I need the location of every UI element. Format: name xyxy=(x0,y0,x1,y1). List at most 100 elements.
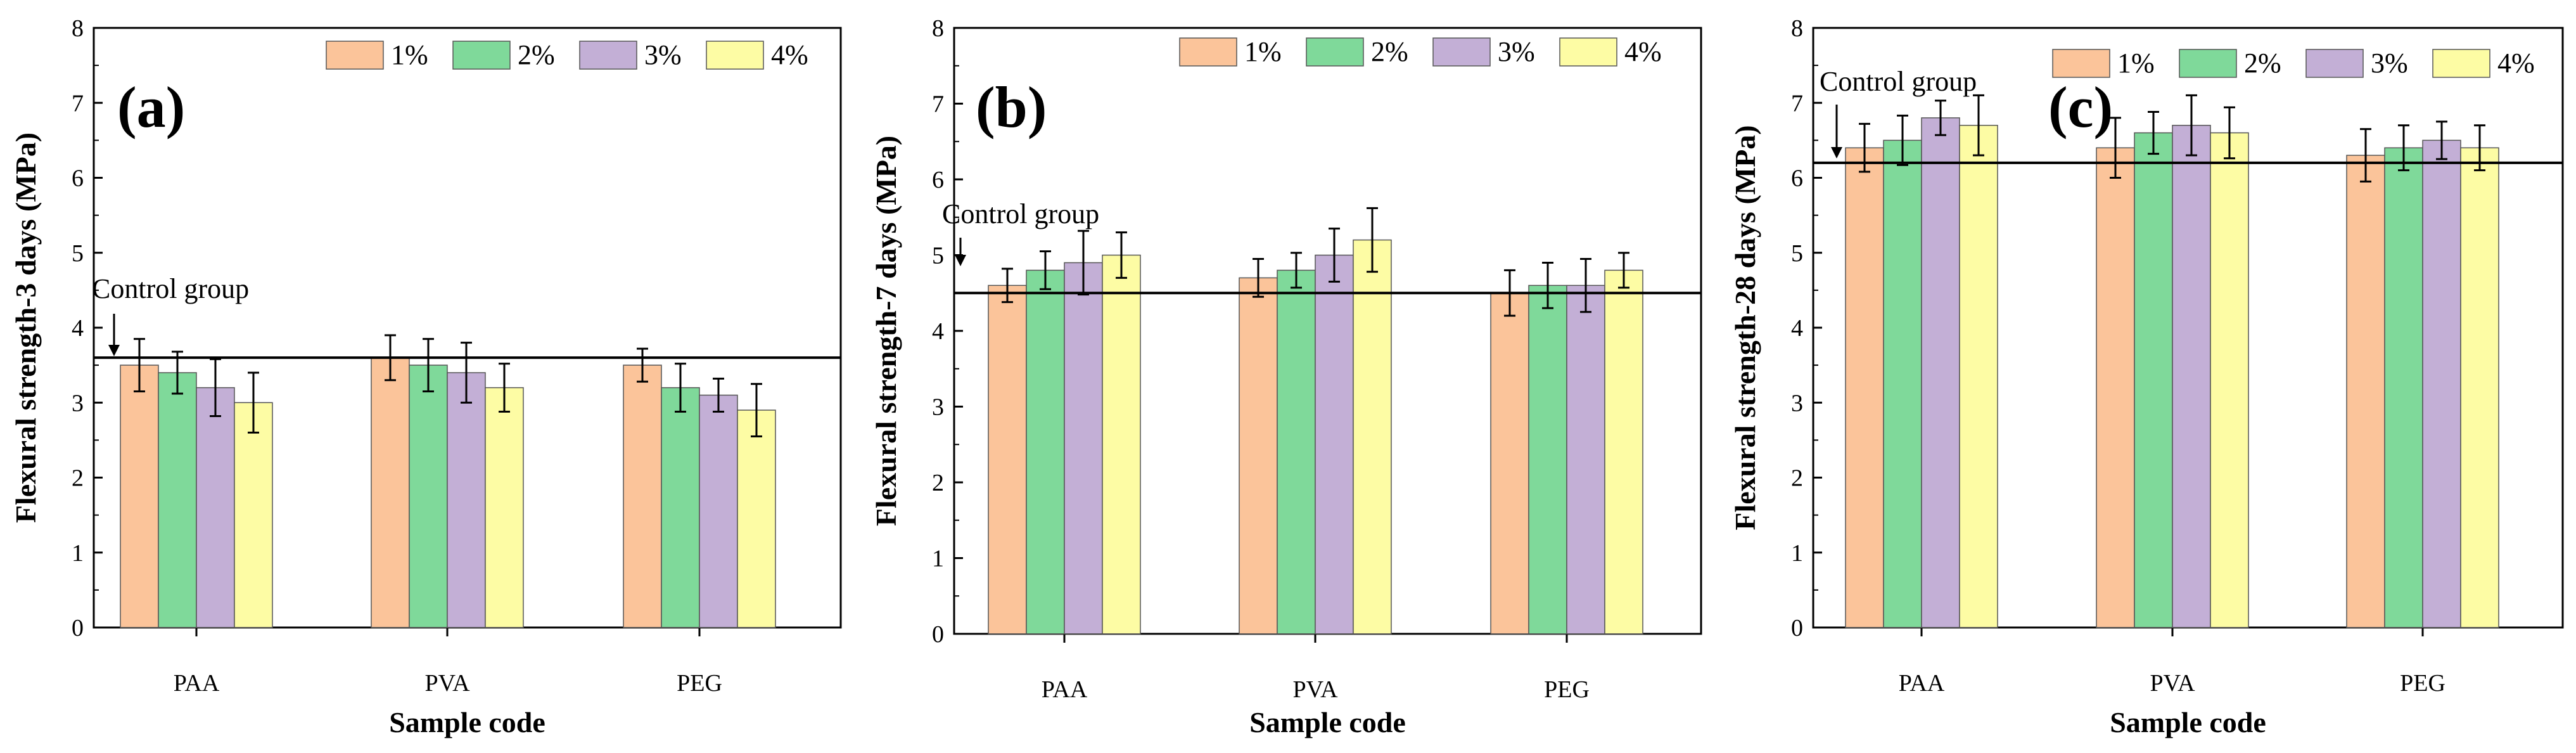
panel-2-legend-swatch xyxy=(1559,37,1617,67)
panel-1-y-tick-label: 0 xyxy=(72,615,84,641)
panel-3-x-tick-label: PAA xyxy=(1899,670,1945,697)
panel-3-panel-label: (c) xyxy=(2048,75,2113,139)
panel-1-bar-pva-1pct xyxy=(371,357,410,628)
panel-2-bar-paa-1pct xyxy=(988,285,1027,634)
panel-3-y-tick-label: 7 xyxy=(1791,90,1803,117)
panel-2-y-tick-label: 6 xyxy=(932,167,944,193)
panel-3-legend-label: 3% xyxy=(2371,48,2408,79)
panel-1-bar-paa-3pct xyxy=(196,387,235,628)
panel-3-legend-swatch xyxy=(2052,49,2110,78)
panel-2-bar-pva-3pct xyxy=(1315,254,1354,634)
panel-3-control-group-label: Control group xyxy=(1820,66,1977,97)
panel-3-legend-label: 4% xyxy=(2497,48,2535,79)
panel-1-y-tick-label: 3 xyxy=(72,390,84,416)
panel-1-y-tick-label: 7 xyxy=(72,90,84,117)
panel-2-x-tick-label: PVA xyxy=(1292,676,1338,703)
panel-1-legend-label: 1% xyxy=(391,39,428,70)
panel-2-y-tick-label: 4 xyxy=(932,318,944,345)
panel-1-y-tick-label: 4 xyxy=(72,315,84,342)
panel-3-legend-swatch xyxy=(2179,49,2237,78)
panel-2-y-tick-label: 2 xyxy=(932,470,944,496)
panel-2-bar-peg-3pct xyxy=(1566,285,1605,634)
panel-2-y-tick-label: 5 xyxy=(932,243,944,269)
panel-1-legend-label: 2% xyxy=(518,39,555,70)
panel-1-x-axis-title: Sample code xyxy=(389,706,545,738)
panel-3-bar-pva-3pct xyxy=(2172,124,2211,628)
panel-2-bar-peg-1pct xyxy=(1490,292,1529,634)
panel-2-bar-paa-3pct xyxy=(1064,262,1103,634)
panel-2-legend-swatch xyxy=(1179,37,1237,67)
panel-2-legend-label: 2% xyxy=(1371,36,1408,67)
panel-3-bar-pva-1pct xyxy=(2096,147,2135,628)
panel-3-y-tick-label: 8 xyxy=(1791,15,1803,42)
panel-2-bar-pva-1pct xyxy=(1239,277,1278,634)
panel-1-bar-peg-1pct xyxy=(623,364,662,628)
panel-3-control-arrow-head xyxy=(1831,147,1842,158)
panel-1-control-arrow-head xyxy=(108,345,120,356)
panel-1-bar-pva-3pct xyxy=(447,372,486,628)
panel-1-legend-label: 4% xyxy=(771,39,808,70)
panel-1-bar-paa-2pct xyxy=(158,372,197,628)
panel-3-legend-swatch xyxy=(2305,49,2364,78)
panel-2-bar-peg-4pct xyxy=(1604,269,1643,634)
panel-3-bar-paa-1pct xyxy=(1845,147,1884,628)
panel-3-bar-paa-2pct xyxy=(1883,139,1922,628)
panel-2-legend-label: 4% xyxy=(1624,36,1662,67)
panel-1-control-group-label: Control group xyxy=(92,273,249,304)
panel-3-legend-swatch xyxy=(2432,49,2490,78)
panel-2-bar-pva-4pct xyxy=(1353,239,1392,634)
panel-1-bar-peg-3pct xyxy=(699,394,738,628)
panel-1-bar-paa-4pct xyxy=(234,402,273,628)
panel-2-y-tick-label: 3 xyxy=(932,394,944,421)
panel-1-y-tick-label: 2 xyxy=(72,465,84,492)
panel-1-legend-swatch xyxy=(452,41,511,70)
panel-2-bar-pva-2pct xyxy=(1277,269,1316,634)
panel-2-bar-peg-2pct xyxy=(1528,285,1567,634)
panel-2-y-axis-title: Flexural strength-7 days (MPa) xyxy=(870,136,902,526)
panel-1-y-tick-label: 6 xyxy=(72,165,84,192)
panel-3-bar-peg-3pct xyxy=(2422,139,2461,628)
panel-3-bar-pva-4pct xyxy=(2210,132,2249,628)
panel-3-bar-pva-2pct xyxy=(2134,132,2173,628)
panel-1-bar-peg-4pct xyxy=(737,409,776,628)
panel-1-legend-swatch xyxy=(579,41,637,70)
panel-3-x-tick-label: PVA xyxy=(2150,670,2195,697)
panel-1-x-tick-label: PVA xyxy=(424,670,470,697)
panel-1-panel-label: (a) xyxy=(117,75,185,139)
panel-3-y-tick-label: 4 xyxy=(1791,315,1803,342)
panel-1-bar-pva-4pct xyxy=(485,387,524,628)
panel-1-y-tick-label: 1 xyxy=(72,540,84,567)
panel-1-y-tick-label: 5 xyxy=(72,240,84,267)
panel-3-legend-label: 2% xyxy=(2244,48,2281,79)
panel-1-legend-swatch xyxy=(326,41,384,70)
panel-3-bar-peg-1pct xyxy=(2346,155,2385,628)
panel-3-y-axis-title: Flexural strength-28 days (MPa) xyxy=(1729,125,1761,530)
panel-2-y-tick-label: 8 xyxy=(932,15,944,42)
panel-3-y-tick-label: 5 xyxy=(1791,240,1803,267)
panel-3-legend-label: 1% xyxy=(2117,48,2155,79)
panel-2-x-axis-title: Sample code xyxy=(1249,706,1406,738)
panel-2-x-tick-label: PEG xyxy=(1544,676,1590,703)
panel-3-bar-peg-4pct xyxy=(2460,147,2499,628)
panel-3-x-axis-title: Sample code xyxy=(2110,706,2266,738)
panel-3-y-tick-label: 6 xyxy=(1791,165,1803,192)
panel-2-y-tick-label: 0 xyxy=(932,621,944,648)
panel-3-bar-peg-2pct xyxy=(2384,147,2423,628)
panel-2-y-tick-label: 1 xyxy=(932,546,944,572)
panel-3-y-tick-label: 1 xyxy=(1791,540,1803,567)
panel-3-y-tick-label: 2 xyxy=(1791,465,1803,492)
panel-2-control-arrow-head xyxy=(955,255,966,266)
panel-2-legend-swatch xyxy=(1432,37,1491,67)
panel-3-x-tick-label: PEG xyxy=(2400,670,2445,697)
panel-1-bar-paa-1pct xyxy=(120,364,159,628)
panel-1-legend-label: 3% xyxy=(644,39,682,70)
panel-3-y-tick-label: 0 xyxy=(1791,615,1803,641)
panel-1-legend-swatch xyxy=(706,41,764,70)
panel-2-legend-label: 3% xyxy=(1498,36,1535,67)
panel-1-bar-pva-2pct xyxy=(409,364,448,628)
panel-1-y-axis-title: Flexural strength-3 days (MPa) xyxy=(10,132,42,523)
panel-3-bar-paa-4pct xyxy=(1959,124,1998,628)
panel-2-bar-paa-2pct xyxy=(1026,269,1065,634)
panel-1-bar-peg-2pct xyxy=(661,387,700,628)
